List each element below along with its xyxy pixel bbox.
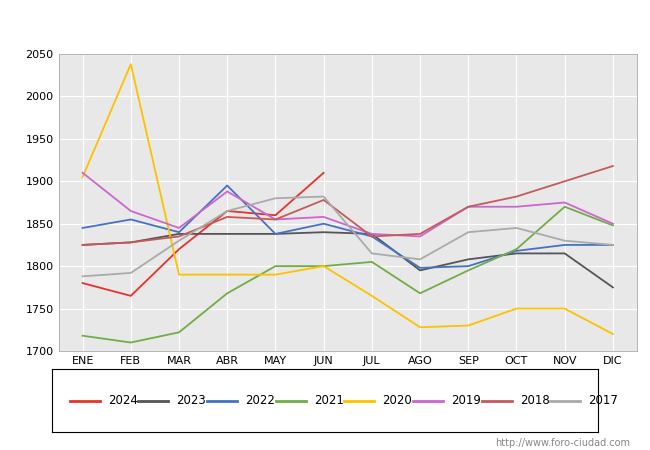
Text: 2018: 2018: [520, 394, 549, 407]
Text: 2021: 2021: [314, 394, 344, 407]
Text: 2022: 2022: [245, 394, 275, 407]
Text: 2017: 2017: [588, 394, 618, 407]
Text: 2024: 2024: [108, 394, 138, 407]
Text: http://www.foro-ciudad.com: http://www.foro-ciudad.com: [495, 438, 630, 448]
Text: 2020: 2020: [382, 394, 412, 407]
Text: 2019: 2019: [451, 394, 481, 407]
Text: 2023: 2023: [177, 394, 206, 407]
Text: Afiliados en Santa Eulàlia de Ronçana a 31/5/2024: Afiliados en Santa Eulàlia de Ronçana a …: [123, 19, 527, 35]
